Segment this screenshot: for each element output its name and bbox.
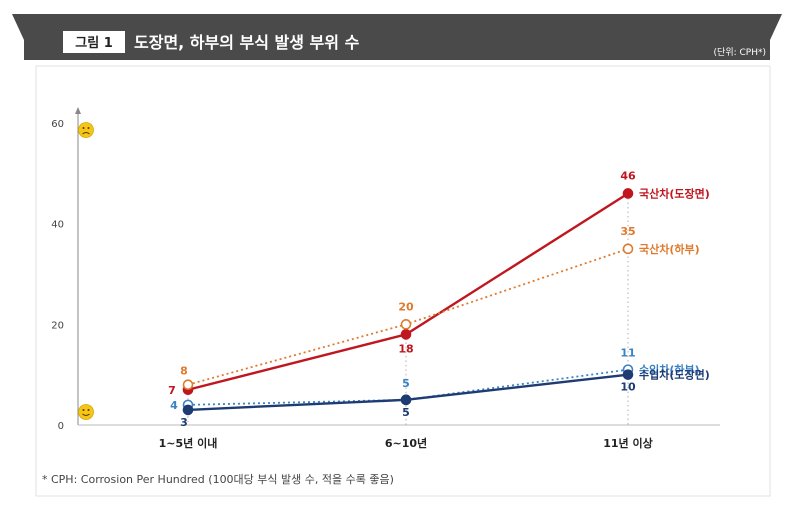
data-point-domestic-under [400, 319, 412, 330]
figure-badge: 그림 1 [75, 36, 113, 51]
data-label-import-under: 5 [402, 377, 410, 390]
data-label-domestic-under: 20 [398, 300, 414, 313]
data-point-import-paint [400, 394, 412, 406]
chart-panel [35, 65, 771, 497]
data-label-import-paint: 3 [180, 416, 188, 429]
unit-label: (단위: CPH*) [714, 47, 766, 58]
data-label-import-paint: 10 [620, 381, 636, 394]
data-point-import-paint [182, 404, 194, 416]
page-title: 도장면, 하부의 부식 발생 부위 수 [134, 33, 360, 52]
footnote: * CPH: Corrosion Per Hundred (100대당 부식 발… [42, 473, 394, 486]
x-tick-label: 6~10년 [385, 436, 427, 450]
data-point-domestic-under [182, 379, 194, 391]
y-axis-arrow-icon [75, 107, 81, 114]
data-label-import-paint: 5 [402, 406, 410, 419]
data-point-domestic-paint [400, 329, 412, 340]
sad-face-icon [78, 122, 94, 138]
y-tick-label: 60 [51, 119, 64, 130]
data-label-domestic-under: 8 [180, 365, 188, 378]
series-label-domestic-under: 국산차(하부) [639, 242, 700, 256]
data-label-domestic-under: 35 [620, 225, 635, 238]
happy-face-icon [78, 404, 94, 420]
data-point-domestic-under [622, 243, 634, 255]
data-label-import-under: 11 [620, 347, 635, 360]
data-label-domestic-paint: 46 [620, 169, 636, 182]
header-band [12, 14, 782, 60]
y-tick-label: 0 [58, 421, 64, 432]
y-tick-label: 20 [51, 320, 64, 331]
figure-badge-bg [63, 31, 125, 53]
x-tick-label: 1~5년 이내 [159, 436, 218, 450]
data-label-import-under: 4 [170, 399, 178, 412]
y-tick-label: 40 [51, 220, 64, 231]
data-label-domestic-paint: 18 [398, 342, 413, 355]
series-label-import-under: 수입차(하부) [639, 363, 700, 377]
x-tick-label: 11년 이상 [603, 436, 653, 450]
data-label-domestic-paint: 7 [168, 384, 176, 397]
data-point-import-paint [622, 369, 634, 380]
data-point-domestic-paint [622, 188, 634, 199]
series-label-import-paint: 수입차(도장면) [639, 368, 710, 382]
series-label-domestic-paint: 국산차(도장면) [639, 186, 710, 200]
